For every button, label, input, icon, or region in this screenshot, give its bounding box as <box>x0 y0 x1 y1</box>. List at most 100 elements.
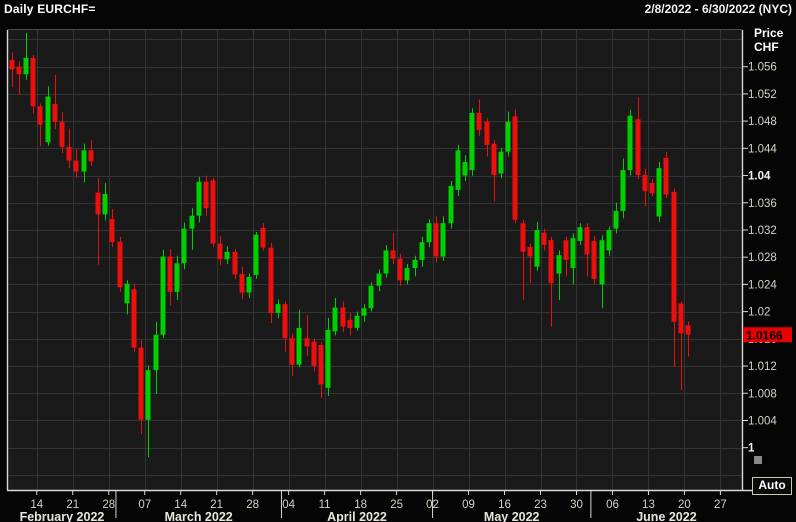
candle-Feb-25[interactable] <box>102 183 108 221</box>
candle-Feb-08[interactable] <box>9 52 15 88</box>
candle-Mar-18[interactable] <box>210 177 216 247</box>
candle-May-12[interactable] <box>491 140 497 202</box>
candle-Mar-04[interactable] <box>138 340 144 435</box>
candle-May-10[interactable] <box>476 99 482 137</box>
candle-Apr-12[interactable] <box>332 298 338 336</box>
candle-Feb-14[interactable] <box>37 103 43 147</box>
candle-Apr-29[interactable] <box>426 219 432 247</box>
candle-Jun-01[interactable] <box>591 236 597 285</box>
candle-Jun-17[interactable] <box>678 301 684 390</box>
candle-Mar-09[interactable] <box>160 249 166 339</box>
candle-Mar-10[interactable] <box>167 249 173 306</box>
candle-Feb-17[interactable] <box>59 112 65 154</box>
candle-Apr-05[interactable] <box>296 309 302 368</box>
candle-Mar-31[interactable] <box>275 299 281 319</box>
candle-Mar-03[interactable] <box>131 283 137 352</box>
candle-Apr-19[interactable] <box>368 282 374 312</box>
candle-Feb-16[interactable] <box>52 74 58 130</box>
candle-May-09[interactable] <box>469 108 475 176</box>
resize-handle[interactable] <box>754 456 762 464</box>
candle-May-31[interactable] <box>584 223 590 277</box>
candle-May-04[interactable] <box>448 181 454 229</box>
candle-Jun-14[interactable] <box>656 162 662 222</box>
candle-Mar-15[interactable] <box>189 208 195 250</box>
candle-Apr-28[interactable] <box>419 236 425 267</box>
candle-Apr-01[interactable] <box>282 301 288 352</box>
candle-Mar-14[interactable] <box>181 222 187 270</box>
candle-Feb-15[interactable] <box>45 86 51 146</box>
candle-Mar-16[interactable] <box>196 176 202 223</box>
candle-May-18[interactable] <box>520 219 526 301</box>
candle-Jun-09[interactable] <box>635 97 641 179</box>
candle-Feb-21[interactable] <box>73 149 79 178</box>
candle-Apr-25[interactable] <box>397 253 403 286</box>
auto-button[interactable]: Auto <box>752 477 792 495</box>
candle-Feb-11[interactable] <box>30 55 36 114</box>
candle-May-24[interactable] <box>548 236 554 327</box>
candle-Jun-16[interactable] <box>671 188 677 367</box>
candle-Apr-13[interactable] <box>340 301 346 332</box>
candle-May-11[interactable] <box>484 118 490 157</box>
candle-Feb-10[interactable] <box>23 32 29 80</box>
candle-May-05[interactable] <box>455 144 461 196</box>
candle-Feb-28[interactable] <box>109 208 115 247</box>
candle-Mar-21[interactable] <box>217 236 223 266</box>
candle-Feb-09[interactable] <box>16 61 22 95</box>
candle-Mar-24[interactable] <box>239 266 245 300</box>
candle-May-19[interactable] <box>527 243 533 284</box>
candle-Mar-29[interactable] <box>260 223 266 251</box>
candle-Jun-13[interactable] <box>649 179 655 196</box>
candle-Mar-25[interactable] <box>246 273 252 299</box>
candle-May-06[interactable] <box>462 155 468 181</box>
candle-Jun-20[interactable] <box>685 321 691 357</box>
candle-Mar-02[interactable] <box>124 280 130 315</box>
candle-Apr-20[interactable] <box>376 269 382 292</box>
candle-Apr-15[interactable] <box>354 311 360 331</box>
candle-Feb-24[interactable] <box>95 178 101 265</box>
candle-May-16[interactable] <box>505 111 511 157</box>
candle-Apr-22[interactable] <box>390 232 396 264</box>
candle-Jun-03[interactable] <box>606 226 612 256</box>
candle-May-30[interactable] <box>577 223 583 245</box>
candle-Mar-08[interactable] <box>153 321 159 394</box>
candle-Apr-08[interactable] <box>318 342 324 398</box>
candle-body <box>174 263 180 292</box>
candle-May-27[interactable] <box>570 233 576 285</box>
candle-May-26[interactable] <box>563 236 569 277</box>
candle-Mar-30[interactable] <box>268 242 274 324</box>
candle-Mar-23[interactable] <box>232 249 238 279</box>
candle-Jun-07[interactable] <box>620 158 626 219</box>
candle-Apr-06[interactable] <box>304 315 310 356</box>
candle-Mar-07[interactable] <box>145 365 151 458</box>
candle-Feb-23[interactable] <box>88 140 94 166</box>
candle-May-13[interactable] <box>498 147 504 179</box>
candle-Jun-10[interactable] <box>642 168 648 207</box>
candle-Mar-01[interactable] <box>117 236 123 292</box>
candle-Apr-18[interactable] <box>361 304 367 322</box>
candle-Mar-28[interactable] <box>253 232 259 279</box>
candle-Mar-22[interactable] <box>224 246 230 264</box>
candle-Apr-04[interactable] <box>289 333 295 377</box>
candle-Apr-07[interactable] <box>311 338 317 372</box>
candle-Feb-18[interactable] <box>66 128 72 169</box>
candle-Jun-06[interactable] <box>613 202 619 234</box>
candle-May-20[interactable] <box>534 221 540 271</box>
candle-Feb-22[interactable] <box>81 143 87 183</box>
candle-Apr-11[interactable] <box>325 317 331 396</box>
candle-body <box>311 341 317 367</box>
candle-Apr-26[interactable] <box>404 264 410 285</box>
candle-Mar-11[interactable] <box>174 255 180 301</box>
candle-Mar-17[interactable] <box>203 175 209 216</box>
candle-May-17[interactable] <box>512 109 518 224</box>
candle-May-03[interactable] <box>440 216 446 261</box>
candle-May-25[interactable] <box>556 250 562 301</box>
candle-Apr-21[interactable] <box>383 245 389 278</box>
candle-Jun-08[interactable] <box>627 109 633 176</box>
candle-Apr-14[interactable] <box>347 313 353 336</box>
candle-May-23[interactable] <box>541 228 547 251</box>
candle-May-02[interactable] <box>433 216 439 263</box>
candle-Apr-27[interactable] <box>412 255 418 277</box>
candle-Jun-02[interactable] <box>599 235 605 309</box>
candle-Jun-15[interactable] <box>663 151 669 198</box>
